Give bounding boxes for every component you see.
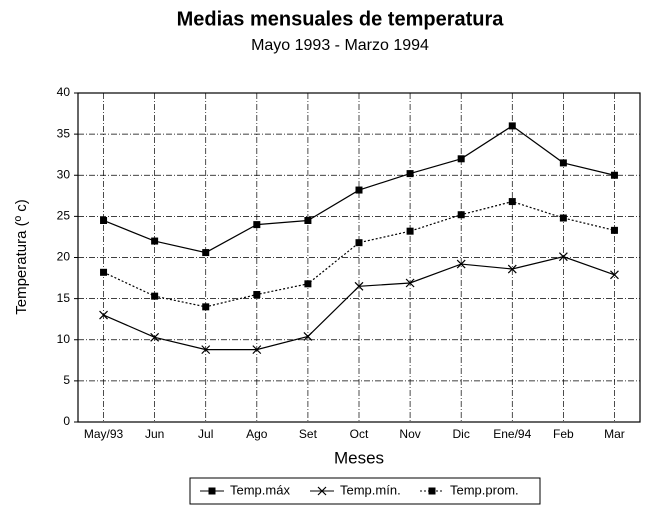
point bbox=[508, 198, 516, 206]
y-tick-label: 20 bbox=[57, 250, 71, 264]
point bbox=[354, 281, 364, 291]
point bbox=[304, 280, 312, 288]
x-tick-label: Nov bbox=[399, 427, 420, 441]
x-tick-label: Jun bbox=[145, 427, 164, 441]
point bbox=[406, 170, 414, 178]
legend-label: Temp.mín. bbox=[340, 482, 401, 497]
point bbox=[610, 171, 618, 179]
x-tick-label: Feb bbox=[553, 427, 574, 441]
point bbox=[208, 487, 216, 495]
point bbox=[100, 268, 108, 276]
point bbox=[507, 264, 517, 274]
point bbox=[558, 252, 568, 262]
point bbox=[428, 487, 436, 495]
point bbox=[406, 227, 414, 235]
point bbox=[253, 221, 261, 229]
point bbox=[457, 155, 465, 163]
point bbox=[304, 216, 312, 224]
y-tick-label: 25 bbox=[57, 209, 71, 223]
chart-title: Medias mensuales de temperatura bbox=[177, 8, 505, 30]
point bbox=[99, 310, 108, 320]
point bbox=[317, 486, 327, 496]
legend-label: Temp.máx bbox=[230, 482, 290, 497]
point bbox=[201, 345, 211, 355]
x-tick-label: Ene/94 bbox=[493, 427, 531, 441]
x-axis-label: Meses bbox=[334, 448, 384, 467]
chart-subtitle: Mayo 1993 - Marzo 1994 bbox=[251, 37, 429, 54]
point bbox=[355, 186, 363, 194]
y-tick-label: 10 bbox=[57, 332, 71, 346]
point bbox=[610, 226, 618, 234]
x-tick-label: Ago bbox=[246, 427, 268, 441]
x-tick-label: Mar bbox=[604, 427, 625, 441]
point bbox=[559, 159, 567, 167]
x-tick-label: Dic bbox=[453, 427, 470, 441]
point bbox=[151, 292, 159, 300]
y-tick-label: 40 bbox=[57, 85, 71, 99]
x-tick-label: May/93 bbox=[84, 427, 124, 441]
point bbox=[508, 122, 516, 130]
point bbox=[252, 345, 262, 355]
point bbox=[202, 249, 210, 257]
y-axis-label: Temperatura (º c) bbox=[13, 199, 30, 315]
y-tick-label: 5 bbox=[63, 373, 70, 387]
y-tick-label: 15 bbox=[57, 291, 71, 305]
point bbox=[151, 237, 159, 245]
y-tick-label: 30 bbox=[57, 167, 71, 181]
point bbox=[150, 332, 160, 342]
legend-label: Temp.prom. bbox=[450, 482, 519, 497]
point bbox=[405, 278, 415, 288]
y-tick-label: 35 bbox=[57, 126, 71, 140]
point bbox=[559, 214, 567, 222]
point bbox=[355, 239, 363, 247]
point bbox=[100, 216, 108, 224]
x-tick-label: Oct bbox=[350, 427, 369, 441]
point bbox=[202, 303, 210, 311]
point bbox=[303, 332, 313, 341]
legend-box bbox=[189, 477, 541, 505]
x-tick-label: Set bbox=[299, 427, 318, 441]
point bbox=[610, 270, 619, 280]
point bbox=[457, 211, 465, 219]
x-tick-label: Jul bbox=[198, 427, 213, 441]
point bbox=[253, 291, 261, 299]
point bbox=[456, 259, 466, 269]
y-tick-label: 0 bbox=[63, 414, 70, 428]
